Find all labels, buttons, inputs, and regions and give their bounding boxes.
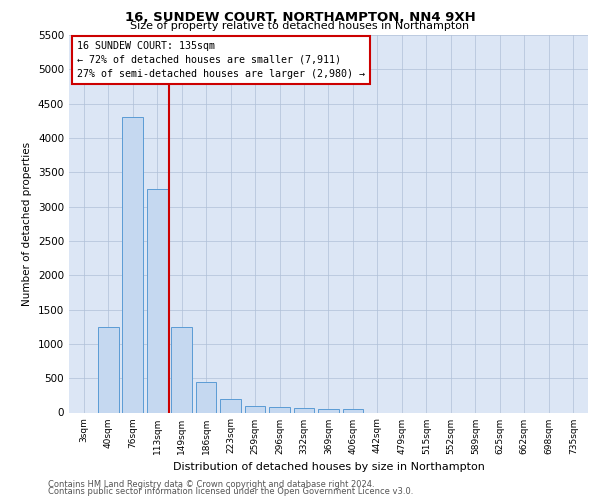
Bar bbox=[196, 382, 217, 412]
Bar bbox=[122, 118, 143, 412]
Bar bbox=[147, 190, 167, 412]
Text: Contains HM Land Registry data © Crown copyright and database right 2024.: Contains HM Land Registry data © Crown c… bbox=[48, 480, 374, 489]
Bar bbox=[293, 408, 314, 412]
Bar bbox=[98, 326, 119, 412]
Bar bbox=[343, 409, 364, 412]
Bar bbox=[220, 399, 241, 412]
Bar bbox=[245, 406, 265, 412]
Text: 16, SUNDEW COURT, NORTHAMPTON, NN4 9XH: 16, SUNDEW COURT, NORTHAMPTON, NN4 9XH bbox=[125, 11, 475, 24]
Y-axis label: Number of detached properties: Number of detached properties bbox=[22, 142, 32, 306]
Text: 16 SUNDEW COURT: 135sqm
← 72% of detached houses are smaller (7,911)
27% of semi: 16 SUNDEW COURT: 135sqm ← 72% of detache… bbox=[77, 40, 365, 78]
Bar bbox=[171, 326, 192, 412]
Bar bbox=[318, 408, 339, 412]
X-axis label: Distribution of detached houses by size in Northampton: Distribution of detached houses by size … bbox=[173, 462, 484, 472]
Bar bbox=[269, 408, 290, 412]
Text: Size of property relative to detached houses in Northampton: Size of property relative to detached ho… bbox=[130, 21, 470, 31]
Text: Contains public sector information licensed under the Open Government Licence v3: Contains public sector information licen… bbox=[48, 487, 413, 496]
